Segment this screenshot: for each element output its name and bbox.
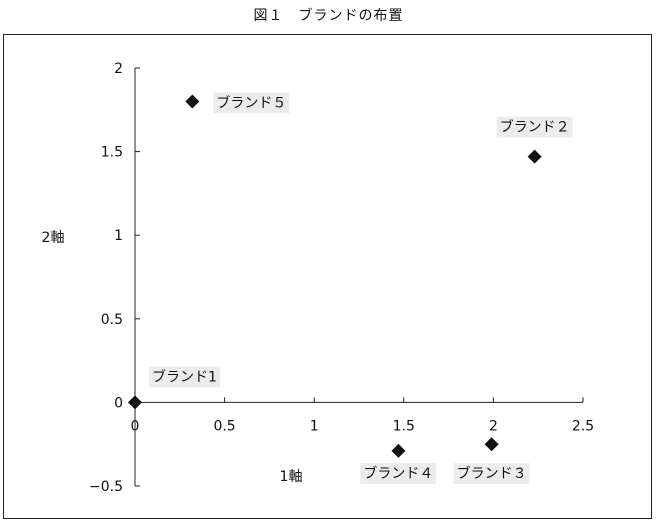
data-point-label-bg: [496, 116, 573, 138]
data-point-label: ブランド５: [216, 94, 286, 111]
x-tick-label: 2.5: [572, 418, 594, 434]
x-tick-label: 0: [131, 418, 140, 434]
x-tick-label: 2: [489, 418, 498, 434]
data-point-label: ブランド４: [363, 465, 433, 482]
x-tick-label: 1.5: [393, 418, 415, 434]
data-point-label: ブランド３: [457, 465, 527, 482]
y-tick-label: −0.5: [89, 479, 123, 495]
data-point-label: ブランド２: [500, 119, 570, 136]
data-point-marker: [128, 395, 142, 410]
y-tick-label: 0: [114, 395, 123, 411]
y-tick-label: 2: [114, 61, 123, 77]
x-tick-label: 0.5: [213, 418, 235, 434]
data-point-marker: [391, 443, 406, 458]
data-point-label-bg: [360, 462, 437, 484]
y-tick-label: 1: [114, 228, 123, 244]
data-point-label-bg: [213, 92, 290, 114]
chart-frame: [3, 34, 652, 519]
data-point-label: ブランド1: [152, 368, 217, 385]
y-tick-label: 1.5: [101, 145, 123, 161]
chart-title: 図１ ブランドの布置: [253, 8, 404, 24]
data-point-marker: [527, 149, 542, 164]
data-point-label-bg: [453, 463, 530, 485]
y-axis-label: 2軸: [42, 230, 65, 246]
x-tick-label: 1: [310, 418, 319, 434]
data-point-marker: [484, 437, 499, 452]
y-tick-label: 0.5: [101, 312, 123, 328]
x-axis-label: 1軸: [280, 469, 303, 485]
data-point-label-bg: [149, 366, 220, 388]
data-point-marker: [185, 94, 200, 109]
